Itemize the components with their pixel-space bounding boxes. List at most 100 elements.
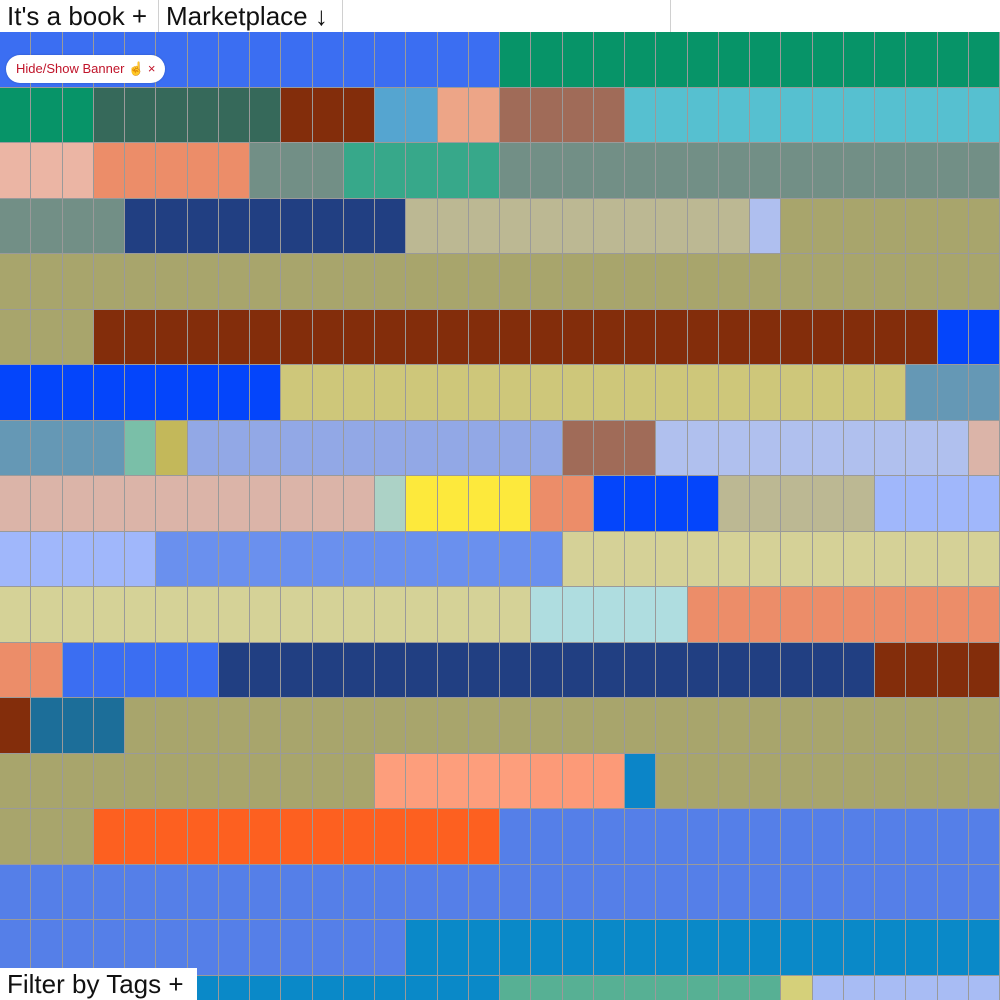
book-cell[interactable]: [531, 864, 563, 920]
book-cell[interactable]: [375, 587, 407, 643]
book-cell[interactable]: [406, 32, 438, 88]
book-cell[interactable]: [562, 87, 594, 143]
book-cell[interactable]: [0, 254, 32, 310]
book-cell[interactable]: [937, 254, 969, 310]
book-cell[interactable]: [718, 531, 750, 587]
book-cell[interactable]: [156, 198, 188, 254]
book-cell[interactable]: [906, 920, 938, 976]
book-cell[interactable]: [187, 309, 219, 365]
book-cell[interactable]: [656, 698, 688, 754]
book-cell[interactable]: [62, 254, 94, 310]
book-cell[interactable]: [343, 143, 375, 199]
book-cell[interactable]: [437, 365, 469, 421]
book-cell[interactable]: [218, 587, 250, 643]
book-cell[interactable]: [187, 365, 219, 421]
book-cell[interactable]: [531, 642, 563, 698]
book-cell[interactable]: [312, 420, 344, 476]
book-cell[interactable]: [187, 864, 219, 920]
book-cell[interactable]: [531, 476, 563, 532]
book-cell[interactable]: [218, 975, 250, 1000]
book-cell[interactable]: [531, 32, 563, 88]
book-cell[interactable]: [468, 32, 500, 88]
book-cell[interactable]: [562, 420, 594, 476]
book-cell[interactable]: [375, 975, 407, 1000]
book-cell[interactable]: [593, 198, 625, 254]
book-cell[interactable]: [0, 143, 32, 199]
book-cell[interactable]: [625, 864, 657, 920]
book-cell[interactable]: [500, 32, 532, 88]
book-cell[interactable]: [937, 32, 969, 88]
book-cell[interactable]: [375, 309, 407, 365]
book-cell[interactable]: [375, 87, 407, 143]
book-cell[interactable]: [62, 864, 94, 920]
book-cell[interactable]: [250, 198, 282, 254]
book-cell[interactable]: [812, 198, 844, 254]
book-cell[interactable]: [750, 642, 782, 698]
book-cell[interactable]: [125, 143, 157, 199]
book-cell[interactable]: [781, 809, 813, 865]
book-cell[interactable]: [0, 753, 32, 809]
book-cell[interactable]: [281, 420, 313, 476]
book-cell[interactable]: [0, 476, 32, 532]
filter-tags[interactable]: Filter by Tags +: [0, 968, 197, 1000]
book-cell[interactable]: [31, 420, 63, 476]
book-cell[interactable]: [593, 698, 625, 754]
book-cell[interactable]: [937, 587, 969, 643]
book-cell[interactable]: [718, 698, 750, 754]
book-cell[interactable]: [437, 143, 469, 199]
book-cell[interactable]: [906, 87, 938, 143]
book-cell[interactable]: [625, 198, 657, 254]
book-cell[interactable]: [875, 198, 907, 254]
book-cell[interactable]: [468, 587, 500, 643]
book-cell[interactable]: [187, 87, 219, 143]
book-cell[interactable]: [718, 864, 750, 920]
book-cell[interactable]: [93, 309, 125, 365]
book-cell[interactable]: [375, 531, 407, 587]
book-cell[interactable]: [312, 753, 344, 809]
book-cell[interactable]: [906, 864, 938, 920]
book-cell[interactable]: [375, 198, 407, 254]
book-cell[interactable]: [218, 198, 250, 254]
book-cell[interactable]: [562, 698, 594, 754]
book-cell[interactable]: [718, 365, 750, 421]
book-cell[interactable]: [468, 198, 500, 254]
book-cell[interactable]: [500, 365, 532, 421]
book-cell[interactable]: [781, 198, 813, 254]
book-cell[interactable]: [437, 809, 469, 865]
book-cell[interactable]: [937, 975, 969, 1000]
book-cell[interactable]: [31, 309, 63, 365]
book-cell[interactable]: [62, 642, 94, 698]
book-cell[interactable]: [593, 254, 625, 310]
book-cell[interactable]: [0, 698, 32, 754]
book-cell[interactable]: [718, 476, 750, 532]
book-cell[interactable]: [125, 864, 157, 920]
book-cell[interactable]: [906, 753, 938, 809]
book-cell[interactable]: [93, 476, 125, 532]
book-cell[interactable]: [343, 32, 375, 88]
book-cell[interactable]: [843, 254, 875, 310]
book-cell[interactable]: [468, 365, 500, 421]
book-cell[interactable]: [218, 642, 250, 698]
book-cell[interactable]: [843, 975, 875, 1000]
book-cell[interactable]: [500, 753, 532, 809]
book-cell[interactable]: [31, 920, 63, 976]
book-cell[interactable]: [468, 864, 500, 920]
book-cell[interactable]: [593, 32, 625, 88]
book-cell[interactable]: [187, 143, 219, 199]
book-cell[interactable]: [250, 753, 282, 809]
book-cell[interactable]: [687, 32, 719, 88]
book-cell[interactable]: [0, 531, 32, 587]
book-cell[interactable]: [250, 920, 282, 976]
book-cell[interactable]: [937, 309, 969, 365]
banner-close[interactable]: ×: [147, 61, 156, 76]
book-cell[interactable]: [468, 642, 500, 698]
book-cell[interactable]: [218, 698, 250, 754]
book-cell[interactable]: [31, 698, 63, 754]
book-cell[interactable]: [93, 254, 125, 310]
book-cell[interactable]: [968, 809, 1000, 865]
book-cell[interactable]: [375, 753, 407, 809]
book-cell[interactable]: [531, 365, 563, 421]
book-cell[interactable]: [500, 920, 532, 976]
book-cell[interactable]: [812, 254, 844, 310]
book-cell[interactable]: [750, 975, 782, 1000]
